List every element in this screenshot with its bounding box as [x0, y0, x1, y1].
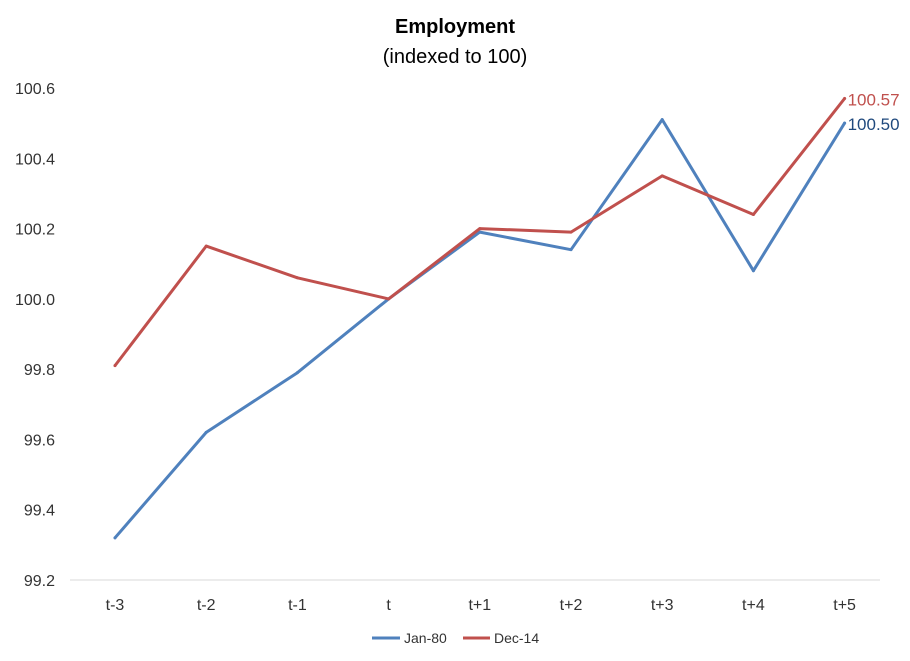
data-point-jan-80 — [843, 121, 847, 125]
data-point-dec-14 — [204, 244, 208, 248]
series-layer: 100.50 100.57 — [113, 91, 900, 540]
data-point-dec-14 — [387, 297, 391, 301]
y-axis: 99.2 99.4 99.6 99.8 100.0 100.2 100.4 100.6 — [15, 81, 55, 590]
data-point-dec-14 — [751, 213, 755, 217]
data-point-dec-14 — [660, 174, 664, 178]
data-point-jan-80 — [569, 248, 573, 252]
data-point-dec-14 — [113, 364, 117, 368]
data-point-jan-80 — [295, 371, 299, 375]
y-tick-label: 99.6 — [24, 432, 55, 449]
x-tick-label: t+4 — [742, 597, 765, 614]
x-tick-label: t — [386, 597, 391, 614]
legend: Jan-80 Dec-14 — [372, 630, 539, 646]
y-tick-label: 99.8 — [24, 362, 55, 379]
chart-title: Employment — [395, 16, 515, 38]
y-tick-label: 99.4 — [24, 503, 55, 520]
x-tick-label: t+3 — [651, 597, 674, 614]
x-tick-label: t+2 — [560, 597, 583, 614]
legend-label: Dec-14 — [494, 630, 539, 646]
x-tick-label: t+5 — [833, 597, 856, 614]
data-point-dec-14 — [478, 227, 482, 231]
x-tick-label: t-3 — [106, 597, 125, 614]
data-point-jan-80 — [204, 430, 208, 434]
y-tick-label: 100.2 — [15, 222, 55, 239]
data-point-jan-80 — [478, 230, 482, 234]
y-tick-label: 100.0 — [15, 292, 55, 309]
x-axis: t-3 t-2 t-1 t t+1 t+2 t+3 t+4 t+5 — [70, 579, 880, 614]
x-tick-label: t-2 — [197, 597, 216, 614]
data-point-jan-80 — [660, 118, 664, 122]
y-tick-label: 100.6 — [15, 81, 55, 98]
chart-subtitle: (indexed to 100) — [383, 46, 528, 68]
end-value-label: 100.50 — [848, 115, 900, 134]
data-point-jan-80 — [113, 536, 117, 540]
y-tick-label: 99.2 — [24, 573, 55, 590]
x-tick-label: t+1 — [468, 597, 491, 614]
data-point-jan-80 — [751, 269, 755, 273]
data-point-dec-14 — [295, 276, 299, 280]
legend-label: Jan-80 — [404, 630, 447, 646]
x-tick-label: t-1 — [288, 597, 307, 614]
series-line-jan-80 — [113, 118, 847, 540]
data-point-dec-14 — [843, 97, 847, 101]
end-value-label: 100.57 — [848, 91, 900, 110]
data-point-dec-14 — [569, 230, 573, 234]
y-tick-label: 100.4 — [15, 151, 55, 168]
